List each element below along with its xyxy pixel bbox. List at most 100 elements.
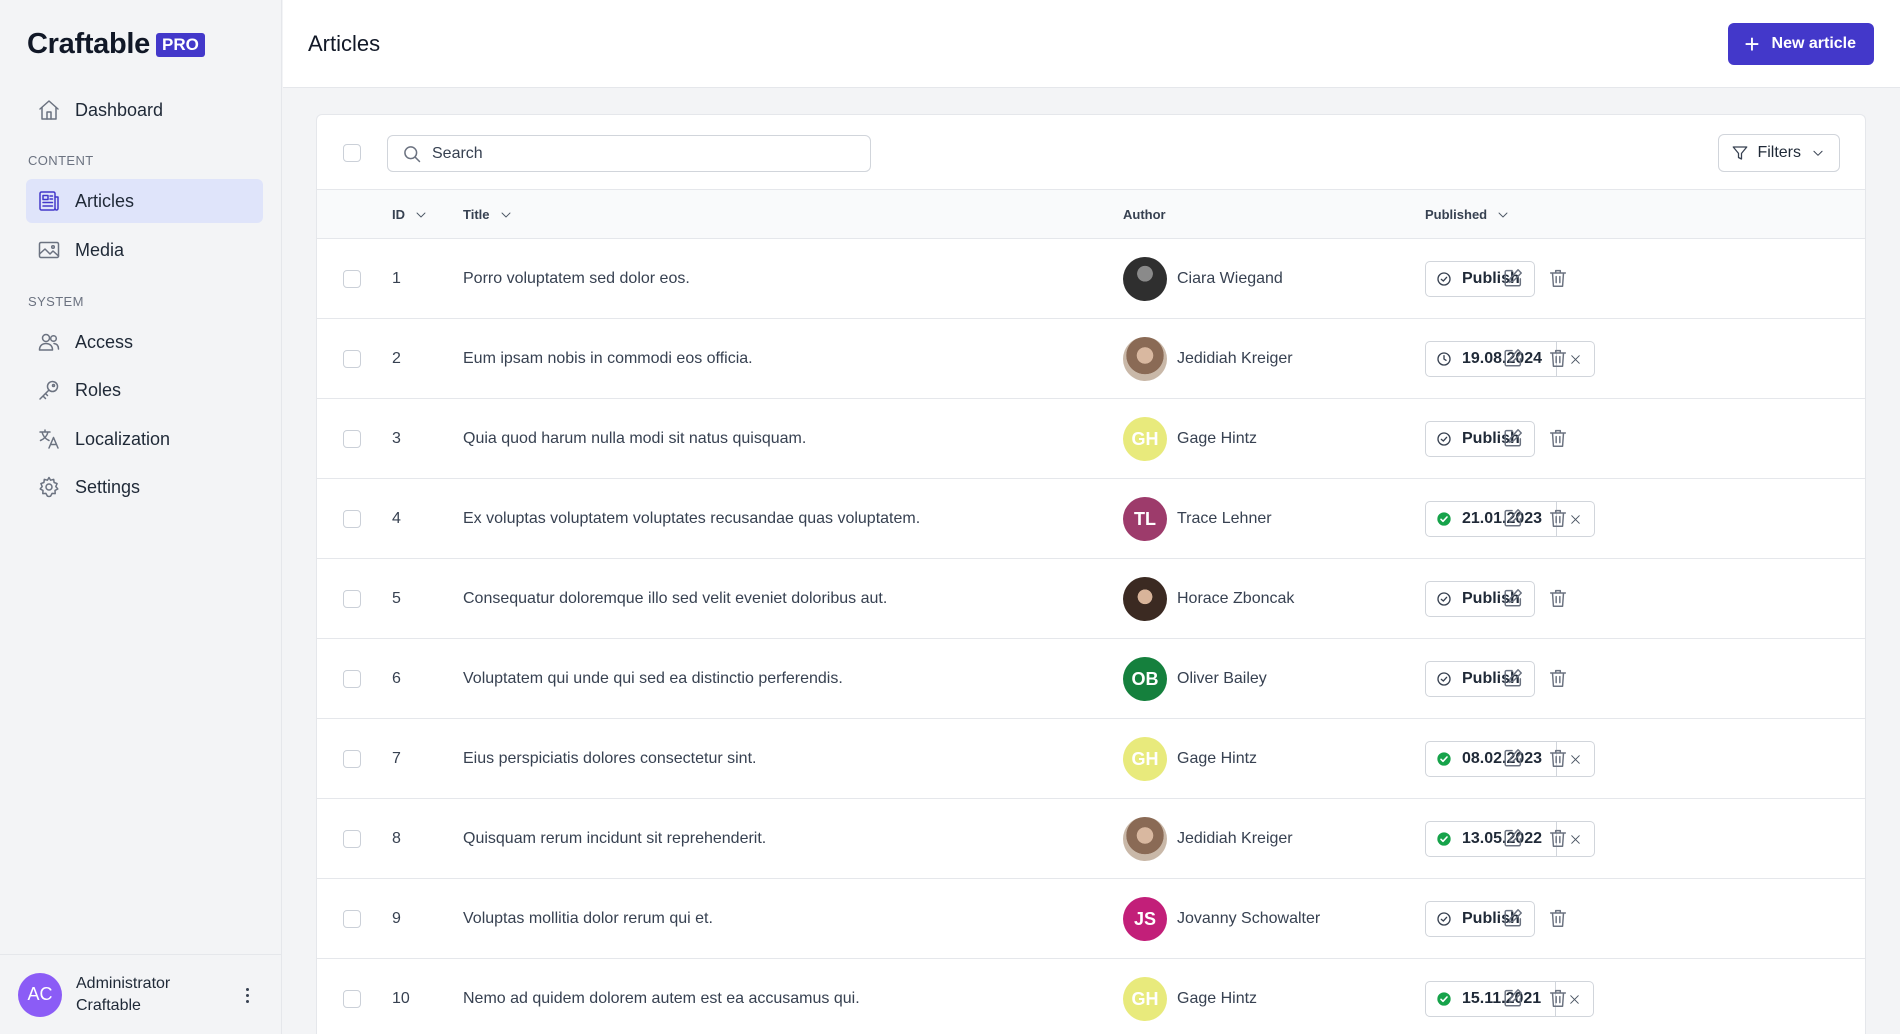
trash-icon xyxy=(1549,829,1567,847)
sidebar-item-dashboard[interactable]: Dashboard xyxy=(26,88,263,132)
filters-button[interactable]: Filters xyxy=(1718,134,1840,172)
publish-button[interactable]: Publish xyxy=(1425,901,1535,937)
newspaper-icon xyxy=(36,188,62,214)
edit-button[interactable] xyxy=(1502,667,1526,691)
cell-published: 19.08.2024 xyxy=(1425,341,1596,377)
articles-table-card: Filters ID Title Author Published 1 Porro… xyxy=(316,114,1866,1034)
edit-button[interactable] xyxy=(1502,347,1526,371)
published-date-button[interactable]: 13.05.2022 xyxy=(1425,821,1558,857)
pencil-square-icon xyxy=(1504,509,1522,527)
trash-icon xyxy=(1549,589,1567,607)
delete-button[interactable] xyxy=(1547,987,1571,1011)
pro-badge: PRO xyxy=(156,32,205,57)
unpublish-button[interactable] xyxy=(1556,981,1595,1017)
cell-id: 8 xyxy=(392,830,401,847)
cell-id: 9 xyxy=(392,910,401,927)
trash-icon xyxy=(1549,349,1567,367)
row-checkbox[interactable] xyxy=(343,750,361,768)
column-title[interactable]: Title xyxy=(463,207,512,222)
cell-author: OB Oliver Bailey xyxy=(1123,657,1267,701)
pencil-square-icon xyxy=(1504,829,1522,847)
close-icon xyxy=(1570,994,1579,1004)
users-icon xyxy=(36,329,62,355)
delete-button[interactable] xyxy=(1547,507,1571,531)
sidebar-item-label: Dashboard xyxy=(75,99,164,120)
row-checkbox[interactable] xyxy=(343,270,361,288)
cell-id: 1 xyxy=(392,270,401,287)
row-checkbox[interactable] xyxy=(343,830,361,848)
new-article-label: New article xyxy=(1771,35,1856,52)
sidebar-item-settings[interactable]: Settings xyxy=(26,465,263,509)
published-date-button[interactable]: 08.02.2023 xyxy=(1425,741,1558,777)
author-name: Ciara Wiegand xyxy=(1177,270,1283,287)
plus-icon: + xyxy=(1744,29,1760,59)
delete-button[interactable] xyxy=(1547,267,1571,291)
delete-button[interactable] xyxy=(1547,587,1571,611)
search-input[interactable] xyxy=(432,144,852,163)
delete-button[interactable] xyxy=(1547,667,1571,691)
chevron-down-icon xyxy=(416,212,426,217)
edit-button[interactable] xyxy=(1502,267,1526,291)
published-date-button[interactable]: 15.11.2021 xyxy=(1425,981,1557,1017)
select-all-checkbox[interactable] xyxy=(343,144,361,162)
pencil-square-icon xyxy=(1504,669,1522,687)
row-checkbox[interactable] xyxy=(343,990,361,1008)
row-checkbox[interactable] xyxy=(343,670,361,688)
delete-button[interactable] xyxy=(1547,347,1571,371)
published-date: 15.11.2021 xyxy=(1462,990,1542,1007)
new-article-button[interactable]: + New article xyxy=(1728,23,1874,65)
edit-button[interactable] xyxy=(1502,907,1526,931)
trash-icon xyxy=(1549,669,1567,687)
chevron-down-icon xyxy=(501,212,510,217)
search-box[interactable] xyxy=(387,135,871,172)
sidebar-item-access[interactable]: Access xyxy=(26,320,263,364)
edit-button[interactable] xyxy=(1502,507,1526,531)
sidebar-item-media[interactable]: Media xyxy=(26,228,263,272)
edit-button[interactable] xyxy=(1502,587,1526,611)
table-row: 1 Porro voluptatem sed dolor eos. Ciara Wi… xyxy=(317,239,1865,319)
published-date-button[interactable]: 21.01.2023 xyxy=(1425,501,1558,537)
logo-text: Craftable xyxy=(27,28,150,60)
cell-author: GH Gage Hintz xyxy=(1123,417,1257,461)
kebab-menu-icon[interactable] xyxy=(246,985,252,1006)
author-name: Oliver Bailey xyxy=(1177,670,1267,687)
edit-button[interactable] xyxy=(1502,827,1526,851)
cell-title: Voluptatem qui unde qui sed ea distincti… xyxy=(463,670,843,687)
edit-button[interactable] xyxy=(1502,747,1526,771)
avatar: JS xyxy=(1123,897,1167,941)
filter-icon xyxy=(1733,146,1748,160)
row-checkbox[interactable] xyxy=(343,430,361,448)
sidebar-item-roles[interactable]: Roles xyxy=(26,368,263,412)
logo[interactable]: Craftable PRO xyxy=(27,28,205,61)
column-published-label: Published xyxy=(1425,207,1488,222)
sidebar-item-articles[interactable]: Articles xyxy=(26,179,263,223)
edit-button[interactable] xyxy=(1502,987,1526,1011)
delete-button[interactable] xyxy=(1547,827,1571,851)
table-row: 5 Consequatur doloremque illo sed velit e… xyxy=(317,559,1865,639)
check-circle-solid-icon xyxy=(1437,832,1451,846)
row-checkbox[interactable] xyxy=(343,350,361,368)
user-info: Administrator Craftable xyxy=(76,973,170,1017)
column-author: Author xyxy=(1123,207,1166,222)
edit-button[interactable] xyxy=(1502,427,1526,451)
page-title: Articles xyxy=(308,31,381,56)
column-published[interactable]: Published xyxy=(1425,207,1509,222)
sidebar-item-localization[interactable]: Localization xyxy=(26,417,263,461)
trash-icon xyxy=(1549,509,1567,527)
cell-published: Publish xyxy=(1425,901,1535,937)
unpublish-button[interactable] xyxy=(1557,821,1596,857)
published-date: 21.01.2023 xyxy=(1462,510,1543,527)
delete-button[interactable] xyxy=(1547,907,1571,931)
published-date-button[interactable]: 19.08.2024 xyxy=(1425,341,1558,377)
language-icon xyxy=(36,426,62,452)
home-icon xyxy=(36,97,62,123)
column-id[interactable]: ID xyxy=(392,207,427,222)
cell-id: 5 xyxy=(392,590,401,607)
delete-button[interactable] xyxy=(1547,427,1571,451)
row-checkbox[interactable] xyxy=(343,590,361,608)
row-checkbox[interactable] xyxy=(343,510,361,528)
cell-id: 7 xyxy=(392,750,401,767)
row-checkbox[interactable] xyxy=(343,910,361,928)
user-profile[interactable]: AC Administrator Craftable xyxy=(0,954,282,1034)
delete-button[interactable] xyxy=(1547,747,1571,771)
